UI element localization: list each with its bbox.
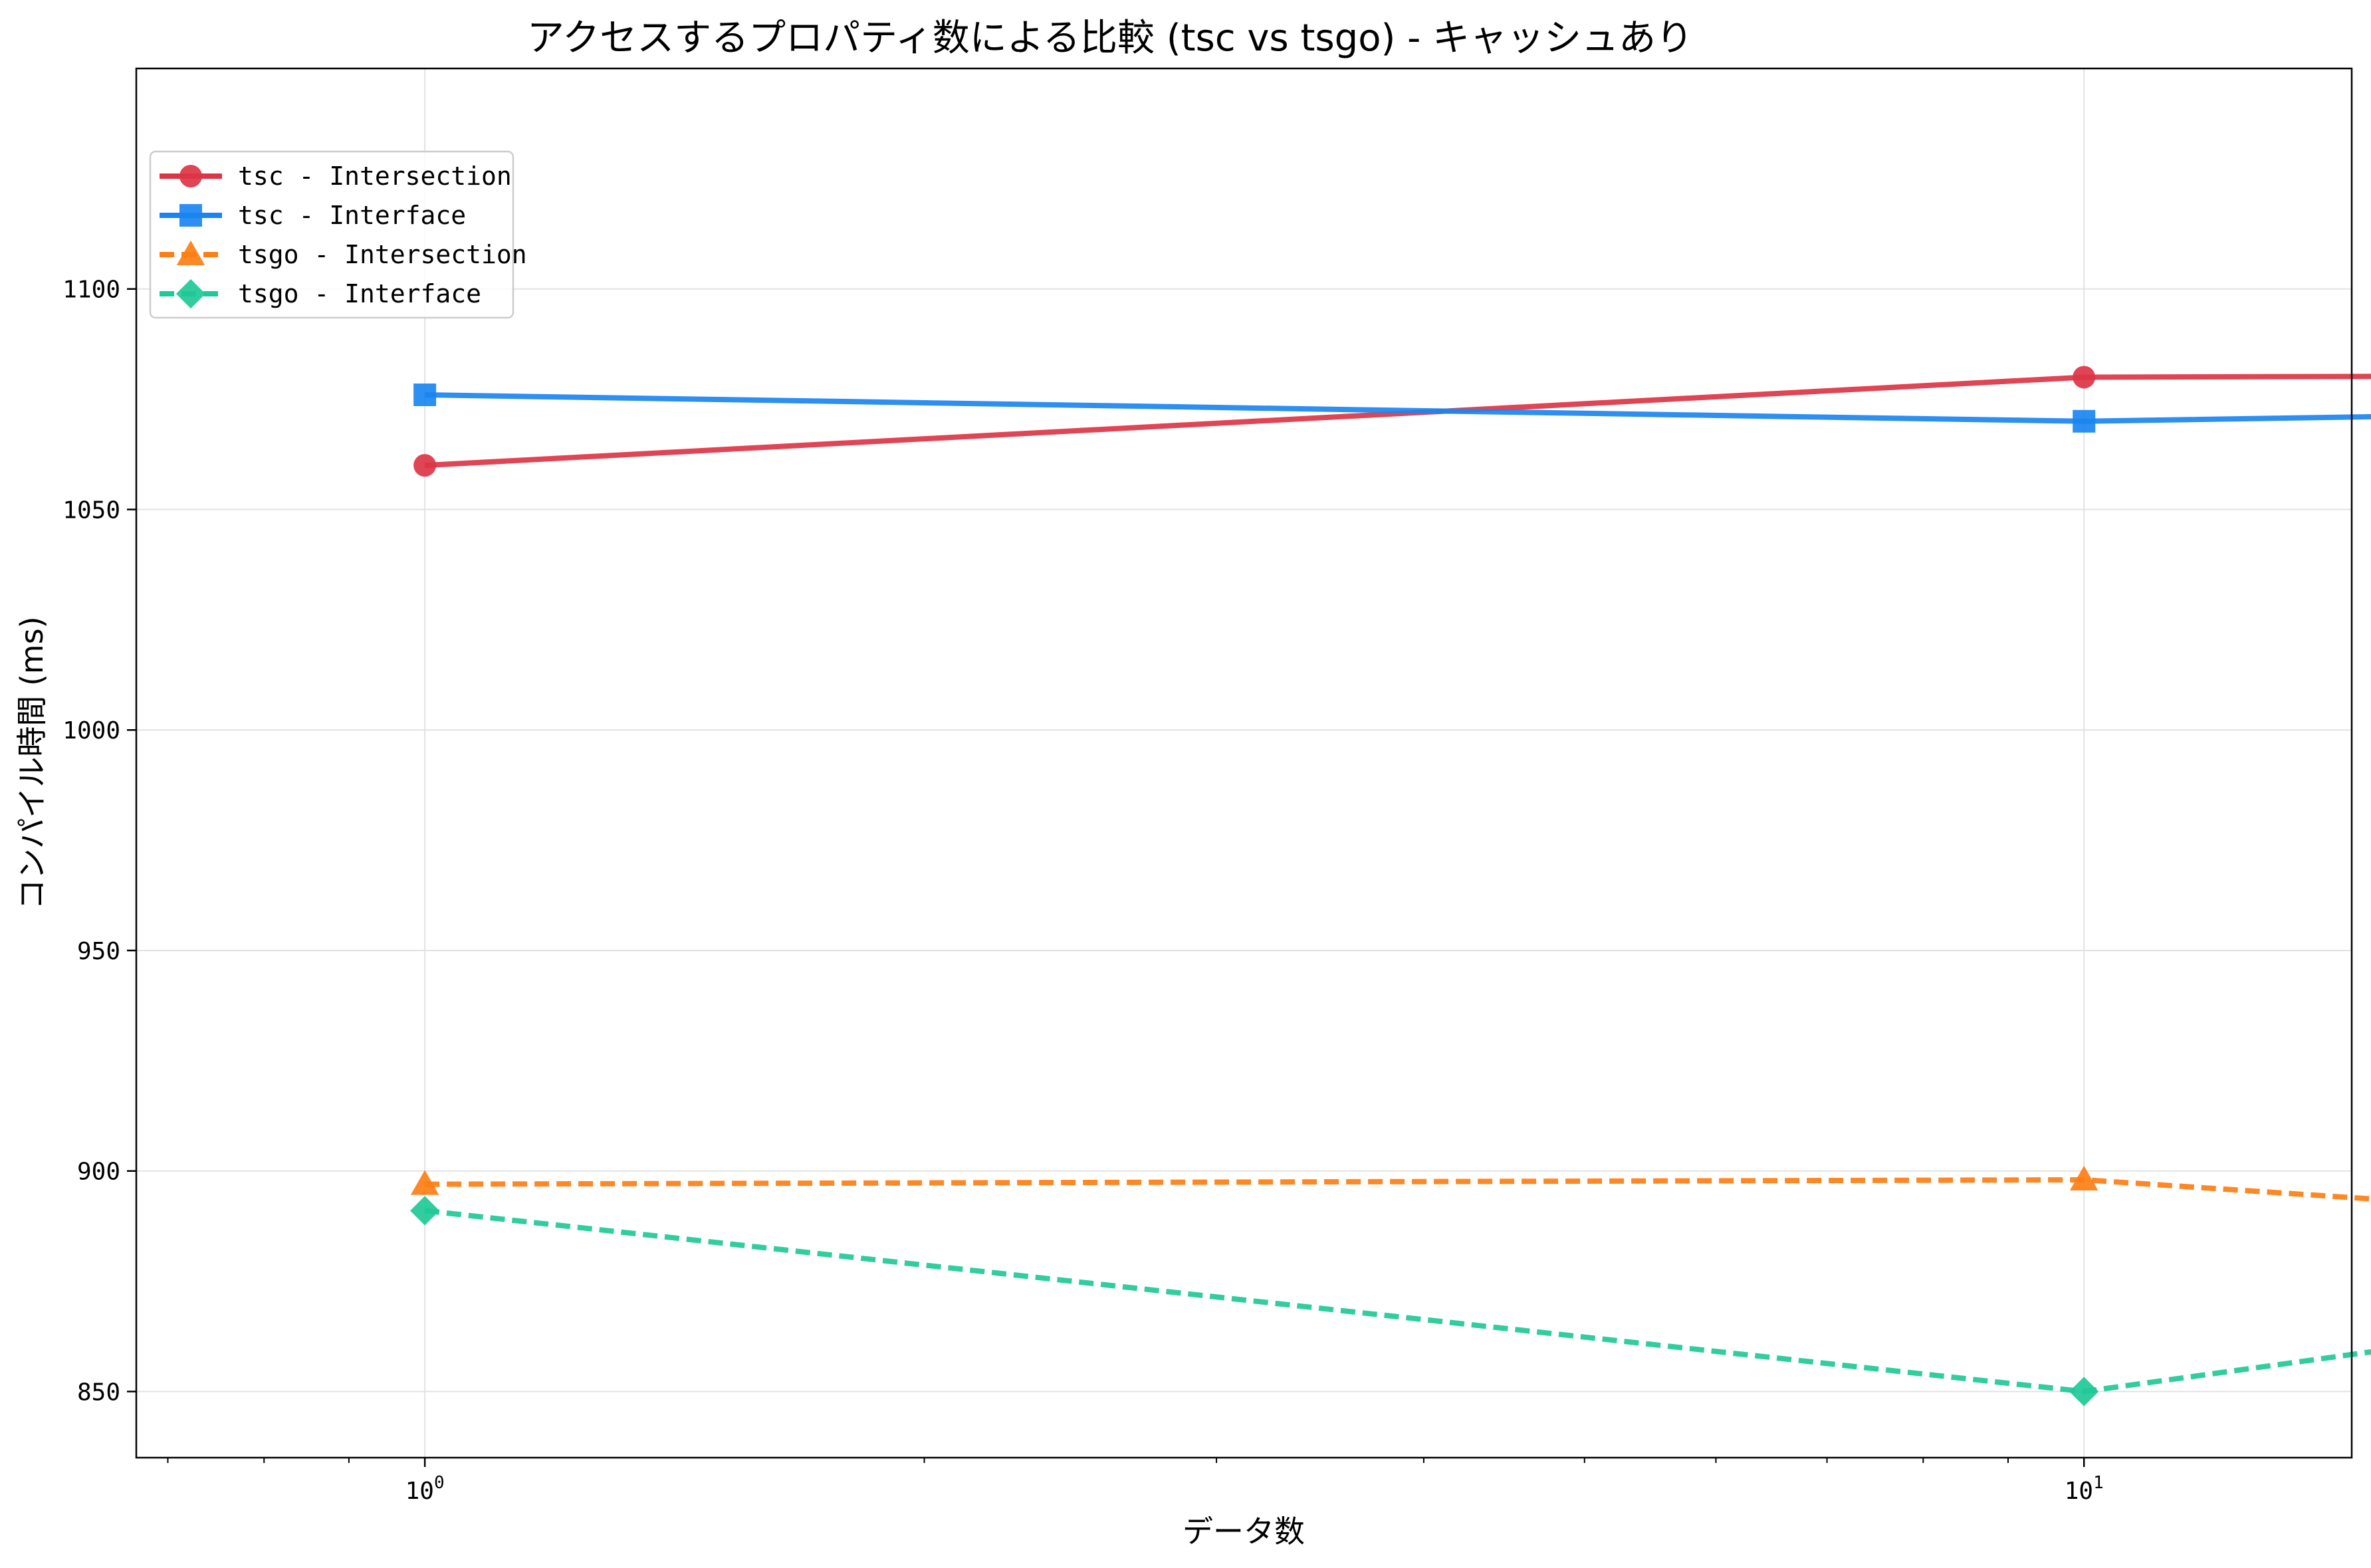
series-line xyxy=(425,392,2371,424)
series-1 xyxy=(413,383,2371,433)
data-point-circle xyxy=(179,165,202,187)
legend-label: tsgo - Intersection xyxy=(238,240,527,269)
legend-label: tsgo - Interface xyxy=(238,279,481,308)
data-point-square xyxy=(413,383,437,406)
series-line xyxy=(425,1177,2371,1202)
y-tick-label: 1100 xyxy=(62,277,120,304)
data-point-diamond xyxy=(2069,1377,2099,1406)
y-axis-label: コンパイル時間 (ms) xyxy=(14,616,50,909)
x-tick-label: 100 xyxy=(405,1473,445,1505)
legend-label: tsc - Interface xyxy=(238,201,466,230)
y-axis: 850 900 950 1000 1050 1100 xyxy=(62,277,136,1406)
series-0 xyxy=(413,366,2371,477)
legend-label: tsc - Intersection xyxy=(238,162,512,191)
legend: tsc - Intersection tsc - Interface tsgo - … xyxy=(149,150,527,319)
data-point-triangle xyxy=(2069,1165,2098,1190)
legend-box xyxy=(149,150,514,319)
data-point-diamond xyxy=(175,279,206,309)
data-point-triangle xyxy=(176,240,205,265)
data-point-circle xyxy=(2073,366,2096,389)
x-axis-label: データ数 xyxy=(1183,1513,1305,1549)
data-point-triangle xyxy=(410,1170,439,1195)
y-tick-label: 850 xyxy=(77,1379,120,1406)
series-line xyxy=(424,374,2371,469)
series-2 xyxy=(410,1165,2371,1202)
chart-title: アクセスするプロパティ数による比較 (tsc vs tsgo) - キャッシュあ… xyxy=(527,17,1693,60)
data-point-square xyxy=(2073,409,2096,433)
plot-area-frame xyxy=(135,67,2353,1459)
data-point-circle xyxy=(413,454,437,477)
x-axis: 100101102103104 xyxy=(167,1458,2104,1505)
series-layer xyxy=(410,366,2371,1406)
y-tick-label: 1000 xyxy=(62,717,120,744)
y-tick-label: 1050 xyxy=(62,497,120,524)
data-point-square xyxy=(179,204,202,227)
y-tick-label: 950 xyxy=(77,938,120,965)
data-point-diamond xyxy=(410,1196,440,1226)
series-3 xyxy=(410,1196,2371,1406)
y-tick-label: 900 xyxy=(77,1159,120,1186)
x-tick-label: 101 xyxy=(2065,1473,2104,1505)
